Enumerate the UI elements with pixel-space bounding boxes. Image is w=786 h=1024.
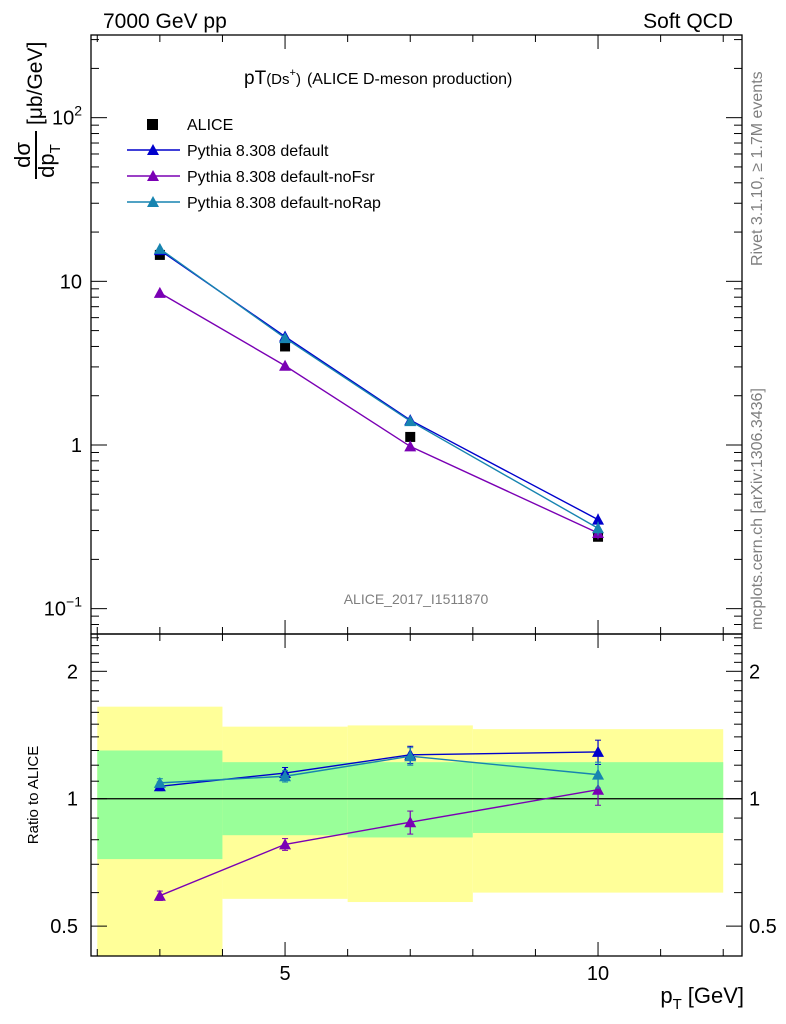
ratio-y-axis-label: Ratio to ALICE [25, 746, 42, 844]
ratio-series-group [153, 739, 605, 901]
x-label-unit: [GeV] [688, 983, 744, 1008]
ratio-axis-ticks: 5 10 0.5 0.5 1 1 2 2 [50, 634, 777, 985]
y-label-denominator: dpT [34, 144, 64, 178]
main-series-marker-2 [279, 359, 292, 371]
title-superscript: + [290, 67, 296, 79]
mcplots-label: mcplots.cern.ch [arXiv:1306.3436] [749, 388, 766, 630]
main-series-marker-3 [279, 332, 292, 344]
main-series-line-3 [159, 248, 599, 529]
ratio-series-marker-2 [279, 770, 292, 782]
x-label-main: p [660, 983, 672, 1008]
x-label-sub: T [673, 996, 682, 1013]
alice-data-point [405, 431, 416, 442]
main-y-tick-label: 102 [52, 103, 82, 130]
ratio-y-tick-label-right: 2 [749, 661, 760, 683]
legend-label-1: Pythia 8.308 default [187, 143, 329, 160]
main-series-marker-3 [404, 415, 417, 427]
y-label-den-sub: T [47, 144, 64, 153]
y-label-unit: [μb/GeV] [24, 42, 47, 125]
legend-marker-1 [147, 144, 159, 155]
ratio-uncertainty-bands [91, 706, 742, 956]
title-main: pT [244, 68, 267, 89]
alice-data-point [280, 341, 291, 352]
main-series-marker-3 [592, 522, 605, 534]
ratio-series-line-1 [159, 789, 599, 897]
main-series-group [153, 242, 605, 542]
ratio-y-tick-label-left: 1 [67, 789, 78, 811]
ratio-series-marker-2 [404, 750, 417, 762]
main-y-axis-label: dσ dpT [μb/GeV] [10, 42, 64, 179]
legend-marker-alice [147, 119, 158, 130]
ratio-series-marker-1 [153, 889, 166, 901]
main-series-marker-3 [153, 242, 166, 254]
ratio-y-tick-label-right: 1 [749, 789, 760, 811]
main-axis-ticks: 10−1 1 10 102 [44, 35, 742, 635]
ratio-series-marker-1 [592, 783, 605, 795]
legend-marker-3 [147, 196, 159, 207]
legend-label-2: Pythia 8.308 default-noFsr [187, 169, 375, 186]
main-series-marker-2 [404, 440, 417, 452]
ratio-y-tick-label-left: 0.5 [50, 916, 78, 938]
ratio-plot-frame [90, 633, 743, 957]
y-label-den-main: dp [34, 153, 59, 177]
main-y-tick-label: 1 [71, 435, 82, 457]
header-left-label: 7000 GeV pp [103, 10, 227, 33]
analysis-watermark: ALICE_2017_I1511870 [344, 591, 489, 607]
legend-label-3: Pythia 8.308 default-noRap [187, 195, 381, 212]
legend-marker-2 [147, 170, 159, 181]
rivet-version-label: Rivet 3.1.10, ≥ 1.7M events [749, 71, 766, 266]
ratio-y-tick-label-left: 2 [67, 661, 78, 683]
legend-label-0: ALICE [187, 117, 233, 134]
main-series-marker-2 [153, 286, 166, 298]
main-series-marker-1 [592, 513, 605, 525]
main-plot-title: pT(Ds+) (ALICE D-meson production) [244, 67, 512, 89]
title-close-paren: ) [296, 71, 301, 88]
header-right-label: Soft QCD [643, 10, 733, 33]
x-tick-label: 10 [587, 963, 609, 985]
ratio-y-tick-label-right: 0.5 [749, 916, 777, 938]
ratio-series-marker-1 [404, 816, 417, 828]
main-y-tick-label: 10−1 [44, 594, 82, 621]
ratio-series-marker-1 [279, 838, 292, 850]
ratio-series-line-2 [159, 755, 599, 784]
x-axis-label: pT [GeV] [660, 983, 744, 1013]
main-series-line-2 [159, 292, 599, 534]
ratio-series-marker-0 [592, 745, 605, 757]
green-band-0 [97, 750, 223, 860]
ratio-series-marker-2 [153, 776, 166, 788]
main-y-tick-label: 10 [60, 271, 82, 293]
title-rest: (ALICE D-meson production) [307, 71, 512, 88]
ratio-series-marker-2 [592, 768, 605, 780]
legend: ALICE Pythia 8.308 default Pythia 8.308 de… [127, 117, 381, 212]
y-label-numerator: dσ [10, 142, 35, 168]
x-tick-label: 5 [279, 963, 290, 985]
title-particle: (Ds [266, 71, 289, 88]
main-series-line-1 [159, 249, 599, 521]
